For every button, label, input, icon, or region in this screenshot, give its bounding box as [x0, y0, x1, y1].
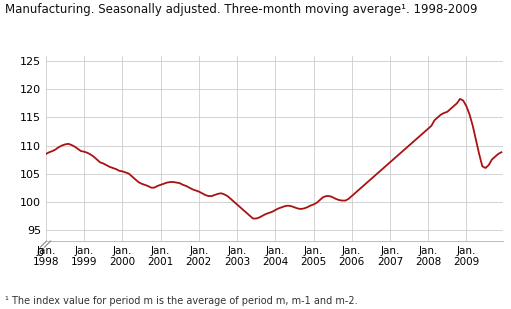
Text: ¹ The index value for period m is the average of period m, m-1 and m-2.: ¹ The index value for period m is the av… — [5, 296, 358, 306]
Text: Manufacturing. Seasonally adjusted. Three-month moving average¹. 1998-2009: Manufacturing. Seasonally adjusted. Thre… — [5, 3, 478, 16]
Text: 0: 0 — [36, 248, 43, 258]
